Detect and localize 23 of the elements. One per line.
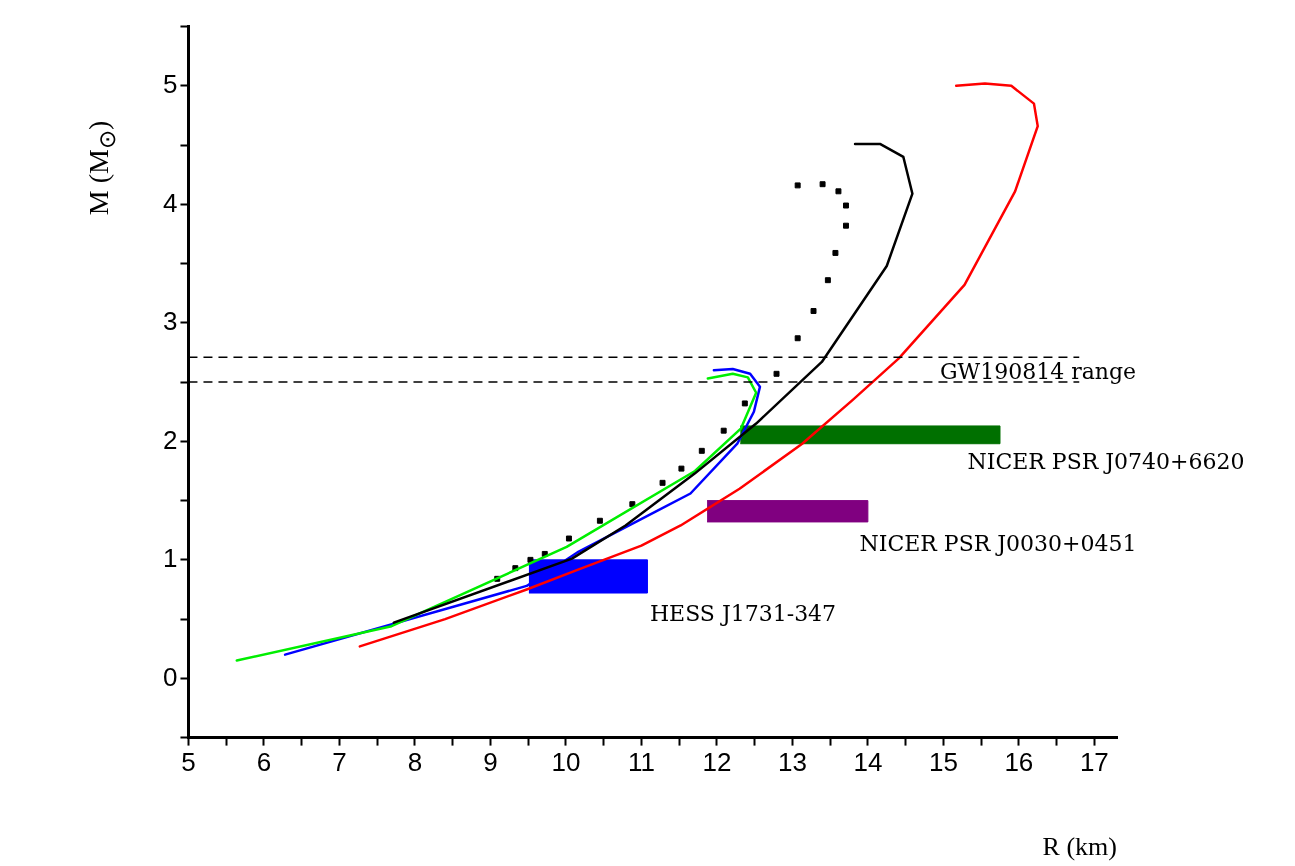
- x-tick-label: 6: [256, 747, 272, 778]
- x-tick-label: 15: [928, 747, 958, 778]
- y-tick-label: 0: [162, 661, 178, 692]
- y-tick-label: 1: [162, 543, 178, 574]
- x-tick-label: 14: [853, 747, 883, 778]
- annotation: HESS J1731-347: [649, 600, 837, 626]
- x-tick-label: 12: [702, 747, 732, 778]
- x-tick-label: 13: [777, 747, 807, 778]
- annotation: NICER PSR J0030+0451: [859, 530, 1137, 556]
- x-tick-label: 10: [551, 747, 581, 778]
- x-tick-label: 16: [1004, 747, 1034, 778]
- x-tick-label: 9: [483, 747, 498, 778]
- annotation: NICER PSR J0740+6620: [967, 448, 1245, 474]
- y-tick-label: 3: [162, 306, 178, 337]
- x-axis-title: R (km): [1042, 832, 1117, 862]
- x-tick-label: 8: [407, 747, 423, 778]
- x-tick-label: 17: [1079, 747, 1109, 778]
- y-tick-label: 4: [162, 187, 178, 218]
- annotation: GW190814 range: [939, 358, 1137, 384]
- x-tick-label: 7: [332, 747, 347, 778]
- y-tick-label: 2: [162, 424, 178, 455]
- y-tick-label: 5: [162, 69, 178, 100]
- x-tick-label: 11: [627, 747, 655, 778]
